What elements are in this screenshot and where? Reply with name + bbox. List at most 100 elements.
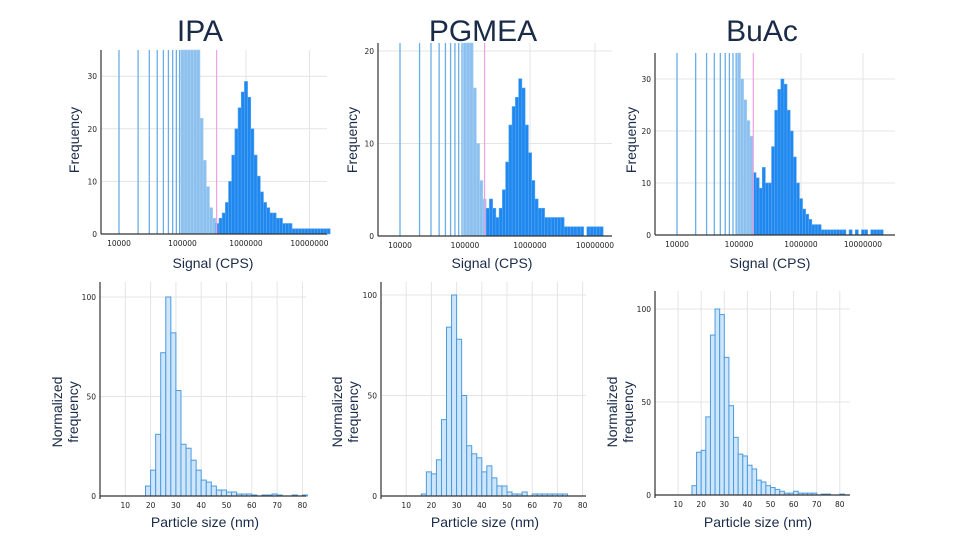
x-tick-label: 80	[298, 501, 308, 510]
y-tick-label: 30	[641, 75, 651, 84]
x-tick-label: 1000000	[229, 239, 263, 248]
signal-histogram-pgmea: 0 10 20 10000 100000 1000000 10000000	[364, 42, 614, 250]
histogram-bar	[180, 49, 185, 235]
histogram-bar	[756, 479, 762, 496]
histogram-bar	[479, 180, 484, 237]
ylabel-normfreq-pgmea: Normalizedfrequency	[329, 377, 361, 448]
histogram-bar	[557, 217, 562, 237]
ylabel-frequency-pgmea: Frequency	[344, 107, 360, 173]
histogram-bar	[195, 469, 202, 497]
y-tick-label: 100	[637, 305, 652, 314]
histogram-bar	[202, 160, 207, 235]
histogram-bar	[723, 356, 730, 496]
histogram-bar	[476, 143, 480, 237]
histogram-bar	[746, 464, 753, 496]
histogram-bar	[190, 49, 194, 235]
histogram-bar	[466, 42, 471, 237]
title-buac: BuAc	[726, 15, 798, 48]
histogram-bar	[225, 202, 229, 235]
y-tick-label: 100	[82, 293, 97, 302]
y-tick-label: 0	[372, 492, 377, 501]
x-tick-label: 10000	[107, 239, 131, 248]
x-tick-label: 30	[171, 501, 181, 510]
histogram-bar	[492, 207, 497, 237]
histogram-bar	[486, 465, 493, 497]
x-tick-label: 30	[720, 500, 730, 509]
histogram-bar	[589, 226, 594, 237]
histogram-bar	[839, 229, 844, 236]
histogram-bar	[275, 217, 280, 235]
histogram-bar	[247, 96, 252, 235]
y-tick-label: 50	[367, 392, 377, 401]
histogram-bar	[425, 471, 432, 497]
x-tick-label: 10	[673, 500, 683, 509]
histogram-bar	[298, 228, 302, 235]
histogram-bar	[761, 167, 766, 236]
histogram-bar	[796, 182, 800, 236]
histogram-bar	[521, 491, 528, 497]
histogram-bar	[528, 152, 532, 237]
xlabel-signal-ipa: Signal (CPS)	[173, 255, 254, 271]
histogram-bar	[792, 156, 797, 236]
histogram-bar	[737, 453, 744, 496]
histogram-bar	[472, 87, 477, 237]
ylabel-line-1: Normalized	[49, 377, 65, 448]
histogram-bar	[466, 445, 473, 497]
histogram-bar	[310, 228, 315, 235]
histogram-bar	[861, 229, 865, 236]
histogram-bar	[185, 447, 192, 497]
histogram-bar	[560, 217, 565, 237]
histogram-bar	[705, 416, 711, 496]
histogram-bar	[183, 49, 188, 235]
histogram-bar	[304, 228, 309, 235]
y-tick-label: 50	[86, 393, 96, 402]
histogram-bar	[288, 223, 293, 235]
ylabel-frequency-ipa: Frequency	[66, 107, 82, 173]
title-ipa: IPA	[177, 15, 223, 48]
histogram-bar	[456, 338, 463, 497]
xlabel-signal-pgmea: Signal (CPS)	[452, 255, 533, 271]
histogram-bar	[285, 223, 290, 235]
x-tick-label: 10	[121, 501, 131, 510]
y-tick-label: 10	[364, 140, 374, 149]
histogram-bar	[774, 109, 779, 236]
histogram-bar	[768, 182, 772, 236]
histogram-bar	[196, 49, 201, 235]
ylabel-line-2: frequency	[65, 381, 81, 442]
histogram-bar	[760, 481, 767, 496]
histogram-bar	[537, 207, 542, 237]
histogram-bar	[733, 436, 739, 496]
histogram-bar	[836, 229, 841, 236]
xlabel-size-pgmea: Particle size (nm)	[431, 514, 539, 530]
histogram-bar	[250, 128, 255, 235]
histogram-bar	[740, 78, 744, 236]
histogram-bar	[563, 226, 568, 237]
histogram-bar	[830, 229, 834, 236]
histogram-bar	[209, 207, 213, 235]
histogram-bar	[199, 117, 204, 235]
histogram-bar	[307, 228, 312, 235]
histogram-bar	[508, 124, 513, 237]
histogram-bar	[501, 485, 508, 497]
ylabel-line-2: frequency	[345, 381, 361, 442]
histogram-bar	[256, 175, 261, 235]
histogram-bar	[234, 128, 239, 235]
histogram-bar	[531, 180, 536, 237]
histogram-bar	[244, 81, 248, 235]
x-tick-label: 20	[146, 501, 156, 510]
histogram-bar	[253, 154, 258, 235]
histogram-bar	[496, 485, 503, 497]
histogram-bar	[534, 198, 539, 237]
title-pgmea: PGMEA	[429, 15, 537, 48]
x-tick-label: 40	[196, 501, 206, 510]
histogram-bar	[294, 228, 299, 235]
histogram-bar	[746, 120, 751, 236]
histogram-bar	[511, 106, 516, 237]
size-histogram-buac: 0 50 100 10 20 30 40 50 60 70 80	[637, 291, 850, 509]
histogram-bar	[873, 229, 878, 236]
histogram-bar	[451, 294, 458, 497]
histogram-bar	[805, 213, 810, 236]
histogram-bar	[186, 49, 191, 235]
histogram-bar	[864, 229, 868, 236]
